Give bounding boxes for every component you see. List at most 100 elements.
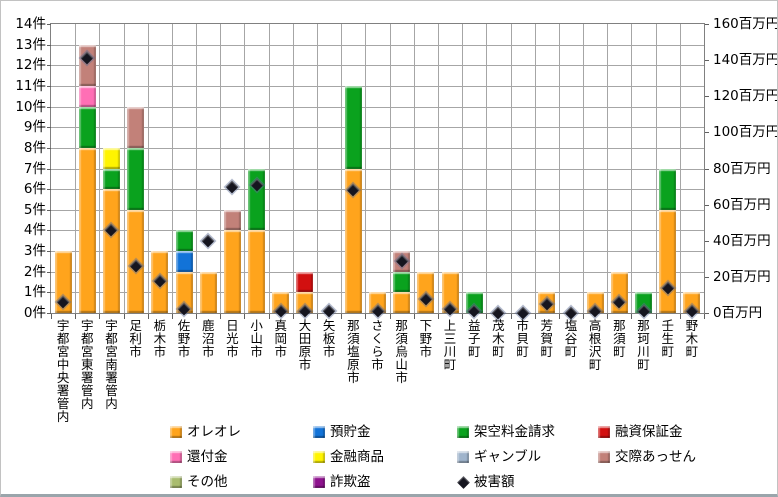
legend-swatch-icon bbox=[313, 451, 325, 463]
y-axis-tick-right bbox=[705, 24, 709, 25]
y-axis-label-left: 14件 bbox=[15, 16, 46, 32]
grid-line-vertical bbox=[655, 24, 657, 313]
y-axis-label-right: 140百万円 bbox=[713, 52, 778, 69]
x-axis-label: 塩谷町 bbox=[562, 319, 578, 358]
x-axis-tick bbox=[655, 314, 657, 319]
bar-segment-オレオレ bbox=[54, 251, 72, 313]
legend-label: 還付金 bbox=[187, 449, 228, 465]
x-axis-label: 高根沢町 bbox=[586, 319, 602, 371]
damage-amount-marker bbox=[322, 304, 336, 318]
damage-amount-marker bbox=[226, 180, 239, 193]
grid-line-horizontal bbox=[51, 85, 704, 87]
x-axis-tick bbox=[534, 314, 536, 319]
grid-line-vertical bbox=[220, 24, 222, 313]
y-axis-label-right: 160百万円 bbox=[713, 16, 778, 32]
grid-line-vertical bbox=[341, 24, 343, 313]
x-axis-label: 那須烏山市 bbox=[393, 319, 409, 384]
x-axis-tick bbox=[99, 314, 101, 319]
x-axis-tick bbox=[365, 314, 367, 319]
y-axis-label-right: 100百万円 bbox=[713, 124, 778, 141]
y-axis-tick-right bbox=[705, 313, 709, 314]
x-axis-label: 足利市 bbox=[127, 319, 143, 358]
y-axis-tick-right bbox=[705, 96, 709, 98]
grid-line-horizontal bbox=[51, 168, 704, 170]
x-axis-tick bbox=[341, 314, 343, 319]
legend-label: 融資保証金 bbox=[615, 424, 683, 440]
grid-line-vertical bbox=[292, 24, 294, 313]
x-axis-label: 矢板市 bbox=[320, 319, 336, 358]
legend-swatch-icon bbox=[598, 426, 610, 438]
x-axis-label: 真岡市 bbox=[272, 319, 288, 358]
grid-line-vertical bbox=[510, 24, 512, 313]
y-axis-label-left: 0件 bbox=[23, 305, 46, 321]
y-axis-label-left: 11件 bbox=[15, 77, 46, 94]
bar-segment-架空料金請求 bbox=[127, 147, 145, 210]
bar-segment-オレオレ bbox=[659, 209, 677, 313]
bar-segment-架空料金請求 bbox=[78, 106, 96, 148]
x-axis-tick bbox=[317, 314, 319, 319]
grid-line-horizontal bbox=[51, 230, 704, 232]
y-axis-tick-right bbox=[705, 132, 709, 134]
x-axis-label: 野木町 bbox=[683, 319, 699, 358]
y-axis-label-right: 20百万円 bbox=[713, 268, 771, 285]
bar-segment-オレオレ bbox=[248, 230, 266, 313]
x-axis-label: 日光市 bbox=[223, 319, 239, 358]
x-axis-tick bbox=[196, 314, 198, 319]
grid-line-vertical bbox=[147, 24, 149, 313]
x-axis-tick bbox=[558, 314, 560, 319]
grid-line-horizontal bbox=[51, 106, 704, 108]
x-axis-label: 芳賀町 bbox=[538, 319, 554, 358]
y-axis-label-left: 8件 bbox=[23, 139, 46, 156]
bar-segment-オレオレ bbox=[175, 271, 193, 313]
y-axis-tick-left bbox=[47, 168, 51, 170]
bar-segment-還付金 bbox=[78, 85, 96, 107]
grid-line-vertical bbox=[389, 24, 391, 313]
x-axis-tick bbox=[462, 314, 464, 319]
legend-swatch-icon bbox=[170, 451, 182, 463]
y-axis-label-right: 120百万円 bbox=[713, 88, 778, 105]
y-axis-tick-left bbox=[47, 147, 51, 149]
bar-segment-オレオレ bbox=[102, 189, 120, 313]
legend-label: ギャンブル bbox=[474, 449, 542, 465]
legend-label: 被害額 bbox=[474, 474, 515, 490]
x-axis-tick bbox=[510, 314, 512, 319]
x-axis-tick bbox=[75, 314, 77, 319]
bar-segment-オレオレ bbox=[344, 168, 362, 313]
bar-segment-オレオレ bbox=[223, 230, 241, 313]
bar-segment-架空料金請求 bbox=[344, 85, 362, 169]
x-axis-label: さくら市 bbox=[369, 319, 384, 371]
x-axis-label: 宇都宮南署管内 bbox=[102, 319, 118, 410]
grid-line-horizontal bbox=[51, 65, 704, 67]
y-axis-tick-left bbox=[47, 230, 51, 232]
grid-line-horizontal bbox=[51, 189, 704, 191]
bar-segment-金融商品 bbox=[102, 147, 120, 169]
x-axis-label: 壬生町 bbox=[659, 319, 675, 358]
legend-label: その他 bbox=[187, 474, 228, 490]
x-axis-label: 益子町 bbox=[465, 319, 481, 358]
legend-label: 預貯金 bbox=[330, 424, 371, 440]
x-axis-tick bbox=[244, 314, 246, 319]
y-axis-label-left: 4件 bbox=[23, 222, 46, 239]
grid-line-horizontal bbox=[51, 251, 704, 253]
y-axis-label-left: 7件 bbox=[23, 160, 46, 177]
y-axis-label-left: 1件 bbox=[23, 284, 46, 301]
y-axis-tick-right bbox=[705, 204, 709, 206]
bar-segment-オレオレ bbox=[199, 271, 217, 313]
x-axis-tick bbox=[51, 314, 52, 319]
y-axis-tick-left bbox=[47, 106, 51, 108]
x-axis-tick bbox=[268, 314, 270, 319]
grid-line-vertical bbox=[268, 24, 270, 313]
legend-diamond-icon bbox=[457, 476, 470, 489]
x-axis-label: 下野市 bbox=[417, 319, 433, 358]
legend-swatch-icon bbox=[457, 426, 469, 438]
bar-segment-預貯金 bbox=[175, 251, 193, 272]
grid-line-vertical bbox=[244, 24, 246, 313]
grid-line-vertical bbox=[123, 24, 125, 313]
x-axis-label: 那須塩原市 bbox=[344, 319, 360, 384]
x-axis-tick bbox=[123, 314, 125, 319]
grid-line-horizontal bbox=[51, 209, 704, 211]
grid-line-vertical bbox=[413, 24, 415, 313]
y-axis-tick-left bbox=[47, 313, 51, 314]
legend-swatch-icon bbox=[170, 426, 182, 438]
x-axis-tick bbox=[413, 314, 415, 319]
